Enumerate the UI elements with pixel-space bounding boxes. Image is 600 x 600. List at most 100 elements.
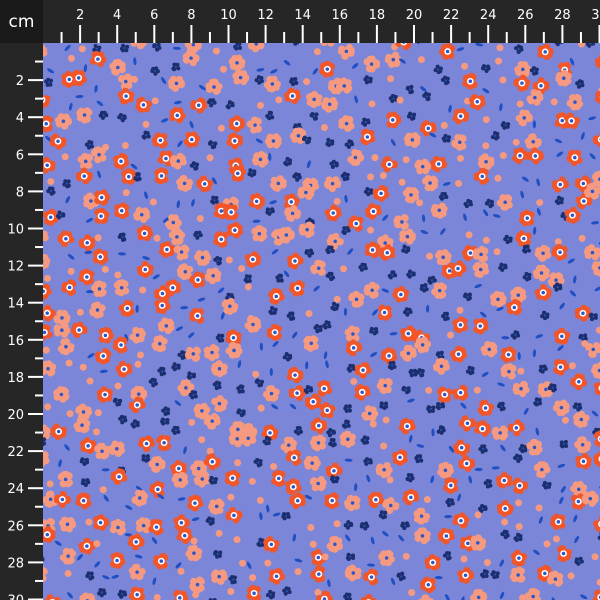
leaf xyxy=(312,68,319,75)
flower xyxy=(283,87,302,105)
flower xyxy=(171,362,181,372)
flower xyxy=(325,137,335,148)
flower xyxy=(226,221,244,239)
flower xyxy=(148,377,158,388)
flower xyxy=(585,43,596,48)
leaf xyxy=(85,290,94,294)
flower xyxy=(329,159,339,170)
dot xyxy=(121,141,129,149)
flower xyxy=(594,54,600,68)
flower xyxy=(344,564,362,582)
flower xyxy=(509,566,526,583)
ruler-label: 12 xyxy=(7,260,24,275)
flower xyxy=(251,225,268,242)
leaf xyxy=(305,361,309,370)
flower xyxy=(210,195,219,205)
flower xyxy=(210,569,228,585)
flower xyxy=(340,171,350,182)
flower xyxy=(462,292,472,302)
dot xyxy=(552,535,560,543)
flower xyxy=(157,150,175,167)
leaf xyxy=(468,475,472,484)
flower xyxy=(330,301,340,312)
leaf xyxy=(270,69,278,74)
leaf xyxy=(448,445,455,453)
flower xyxy=(377,304,393,321)
flower xyxy=(550,513,566,531)
leaf xyxy=(163,217,170,223)
flower xyxy=(84,140,94,150)
dot xyxy=(386,476,394,484)
ruler-label: 4 xyxy=(16,111,24,126)
flower xyxy=(392,285,410,303)
dot xyxy=(313,48,321,56)
leaf xyxy=(87,353,95,359)
flower xyxy=(462,72,478,90)
leaf xyxy=(366,474,371,483)
flower xyxy=(243,274,252,284)
flower xyxy=(207,140,218,150)
leaf xyxy=(481,371,489,377)
flower xyxy=(207,98,217,108)
flower xyxy=(500,121,511,130)
leaf xyxy=(434,576,443,580)
leaf xyxy=(421,214,426,223)
leaf xyxy=(501,336,510,340)
leaf xyxy=(499,559,505,567)
flower xyxy=(500,346,517,363)
dot xyxy=(535,504,543,512)
dot xyxy=(461,62,469,70)
leaf xyxy=(448,104,452,113)
dot xyxy=(369,420,377,428)
dot xyxy=(307,524,315,532)
dot xyxy=(65,359,73,367)
flower xyxy=(119,43,130,53)
leaf xyxy=(197,297,206,302)
flower xyxy=(414,158,432,175)
leaf xyxy=(176,200,181,209)
leaf xyxy=(198,85,206,91)
flower xyxy=(117,589,128,599)
flower xyxy=(491,425,509,441)
flower xyxy=(553,358,570,376)
dot xyxy=(321,553,329,561)
flower xyxy=(210,360,228,378)
flower xyxy=(133,206,151,223)
dot xyxy=(153,234,161,242)
flower xyxy=(354,361,372,379)
flower xyxy=(265,207,275,216)
flower xyxy=(266,323,283,341)
flower xyxy=(303,384,314,395)
flower xyxy=(213,255,223,266)
flower xyxy=(566,149,583,167)
flower xyxy=(363,75,373,85)
flower xyxy=(221,297,239,315)
dot xyxy=(78,45,86,53)
flower xyxy=(282,586,292,596)
flower xyxy=(136,260,154,279)
flower xyxy=(53,322,71,338)
leaf xyxy=(456,47,465,52)
flower xyxy=(591,260,600,277)
flower xyxy=(154,297,171,315)
flower xyxy=(225,506,243,524)
flower xyxy=(246,116,262,134)
leaf xyxy=(144,191,148,200)
dot xyxy=(67,267,75,275)
flower xyxy=(211,395,228,413)
flower xyxy=(118,299,135,317)
dot xyxy=(94,409,102,417)
flower xyxy=(233,43,243,51)
flower xyxy=(483,479,493,489)
flower xyxy=(439,43,456,60)
flower xyxy=(263,75,281,93)
flower xyxy=(288,385,306,402)
flower xyxy=(215,333,225,343)
leaf xyxy=(135,485,143,492)
flower xyxy=(62,179,71,189)
leaf xyxy=(58,459,62,468)
flower xyxy=(401,385,411,395)
dot xyxy=(66,410,74,418)
leaf xyxy=(535,427,540,436)
flower xyxy=(183,131,201,148)
